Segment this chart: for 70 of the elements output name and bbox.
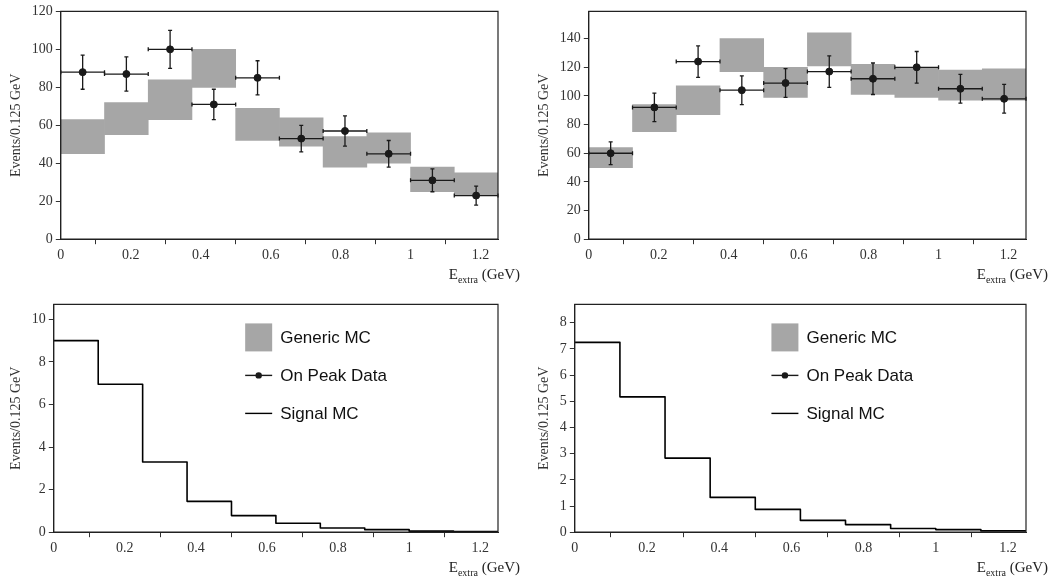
y-tick-label: 80 [566,116,581,132]
y-axis-title: Events/0.125 GeV [8,366,24,471]
legend-label: Signal MC [280,404,359,424]
y-tick-label: 0 [559,523,567,539]
y-tick-label: 60 [38,116,53,132]
x-axis-title: E$_{extra}$ (GeV) [976,559,1048,578]
x-tick-label: 1.2 [471,540,489,556]
x-tick-label: 0.4 [719,247,738,263]
x-axis-title: E$_{extra}$ (GeV) [448,559,520,578]
legend-label: Generic MC [280,328,371,348]
y-tick-label: 8 [559,314,567,330]
y-tick-label: 20 [566,202,581,218]
x-tick-label: 1.2 [999,540,1017,556]
y-tick-label: 100 [559,87,581,103]
y-tick-label: 0 [45,230,53,246]
y-tick-label: 1 [559,497,567,513]
x-tick-label: 0.8 [329,540,347,556]
y-tick-label: 80 [38,79,53,95]
legend-label: On Peak Data [280,366,388,386]
x-tick-label: 0.8 [331,247,350,263]
y-tick-label: 10 [31,310,46,326]
y-tick-label: 2 [559,471,567,487]
y-tick-label: 0 [573,230,581,246]
y-tick-label: 120 [559,58,581,74]
y-axis-title: Events/0.125 GeV [8,73,24,178]
x-tick-label: 1 [932,540,940,556]
x-tick-label: 0.4 [710,540,728,556]
legend-label: Signal MC [806,404,885,424]
y-tick-label: 60 [566,144,581,160]
y-tick-label: 8 [38,353,46,369]
y-tick-label: 120 [31,3,53,19]
x-axis-title: E$_{extra}$ (GeV) [448,266,520,285]
x-tick-label: 0.4 [191,247,210,263]
y-tick-label: 6 [38,396,46,412]
x-tick-label: 1 [407,247,415,263]
y-tick-label: 4 [559,419,567,435]
x-tick-label: 0.2 [122,247,140,263]
y-tick-label: 6 [559,366,567,382]
x-tick-label: 0.8 [859,247,878,263]
y-tick-label: 4 [38,438,46,454]
y-tick-label: 3 [559,445,567,461]
x-tick-label: 1.2 [999,247,1018,263]
x-tick-label: 1.2 [471,247,490,263]
y-tick-label: 20 [38,192,53,208]
x-tick-label: 0.6 [789,247,808,263]
x-tick-label: 0.6 [258,540,276,556]
legend-label: On Peak Data [806,366,914,386]
y-tick-label: 7 [559,340,567,356]
y-tick-label: 100 [31,41,53,57]
x-tick-label: 0.2 [650,247,668,263]
y-axis-title: Events/0.125 GeV [536,73,552,178]
x-tick-label: 0.6 [782,540,801,556]
x-tick-label: 0 [585,247,593,263]
y-tick-label: 40 [566,173,581,189]
x-axis-title: E$_{extra}$ (GeV) [976,266,1048,285]
y-tick-label: 0 [38,523,46,539]
x-tick-label: 1 [935,247,943,263]
y-tick-label: 140 [559,30,581,46]
y-tick-label: 40 [38,154,53,170]
x-tick-label: 0.8 [854,540,873,556]
y-axis-title: Events/0.125 GeV [536,366,552,471]
x-tick-label: 0 [57,247,65,263]
x-tick-label: 0.2 [638,540,656,556]
x-tick-label: 1 [405,540,413,556]
legend-label: Generic MC [806,328,898,348]
y-tick-label: 2 [38,481,46,497]
y-tick-label: 5 [559,392,567,408]
x-tick-label: 0.2 [116,540,134,556]
x-tick-label: 0.6 [261,247,280,263]
x-tick-label: 0.4 [187,540,205,556]
